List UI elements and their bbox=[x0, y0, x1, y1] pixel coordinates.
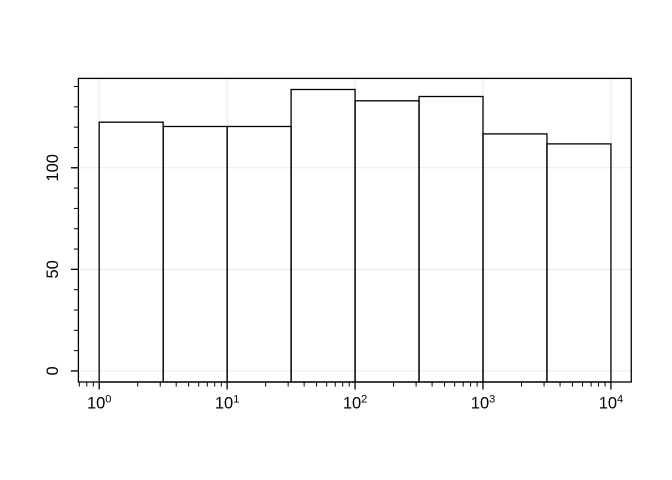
svg-text:10: 10 bbox=[87, 395, 105, 413]
svg-text:50: 50 bbox=[44, 260, 62, 278]
svg-text:0: 0 bbox=[44, 366, 62, 375]
svg-text:10: 10 bbox=[343, 395, 361, 413]
svg-text:10: 10 bbox=[215, 395, 233, 413]
svg-text:10: 10 bbox=[599, 395, 617, 413]
svg-text:4: 4 bbox=[617, 394, 623, 406]
svg-text:100: 100 bbox=[44, 154, 62, 182]
svg-text:2: 2 bbox=[361, 394, 367, 406]
svg-text:10: 10 bbox=[471, 395, 489, 413]
svg-text:1: 1 bbox=[233, 394, 239, 406]
svg-text:0: 0 bbox=[105, 394, 111, 406]
svg-text:3: 3 bbox=[489, 394, 495, 406]
